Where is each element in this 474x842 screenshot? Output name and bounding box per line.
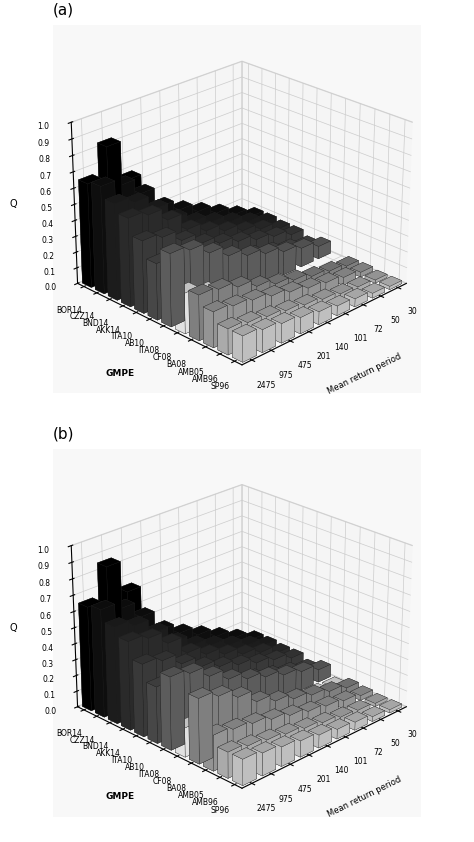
Text: (b): (b) xyxy=(53,426,74,441)
Y-axis label: GMPE: GMPE xyxy=(105,369,134,378)
X-axis label: Mean return period: Mean return period xyxy=(326,351,402,396)
Text: (a): (a) xyxy=(53,3,74,18)
Y-axis label: GMPE: GMPE xyxy=(105,792,134,802)
X-axis label: Mean return period: Mean return period xyxy=(326,775,402,819)
